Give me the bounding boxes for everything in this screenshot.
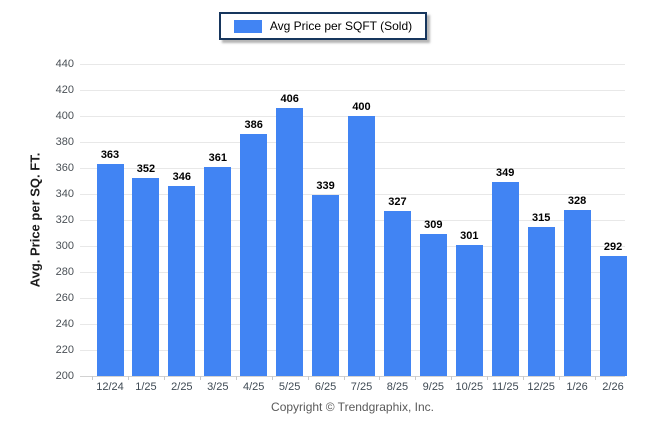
y-tick-label-340: 340 <box>55 188 74 200</box>
bar-value-label-7/25: 400 <box>352 101 371 113</box>
x-axis-tick <box>307 376 309 380</box>
y-tick-label-200: 200 <box>55 370 74 382</box>
bar-3/25[interactable] <box>204 166 232 376</box>
x-axis-tick <box>487 376 489 380</box>
y-tick-label-280: 280 <box>55 266 74 278</box>
x-tick-label-6/25: 6/25 <box>314 381 337 393</box>
x-axis-tick <box>235 376 237 380</box>
y-tick-label-440: 440 <box>55 58 74 70</box>
bar-1/26[interactable] <box>563 209 591 376</box>
bar-12/25[interactable] <box>527 226 555 376</box>
bar-7/25[interactable] <box>348 116 375 376</box>
bar-value-label-10/25: 301 <box>460 229 479 242</box>
gridline-420 <box>80 90 625 91</box>
bar-value-label-1/25: 352 <box>136 163 156 176</box>
legend: Avg Price per SQFT (Sold) <box>0 12 646 40</box>
x-tick-label-4/25: 4/25 <box>243 381 265 393</box>
bar-value-label-2/25: 346 <box>172 171 192 184</box>
x-axis-tick <box>127 376 129 380</box>
x-tick-label-5/25: 5/25 <box>278 381 301 393</box>
x-axis-tick <box>343 376 345 380</box>
gridline-440 <box>80 64 625 65</box>
bar-5/25[interactable] <box>276 108 304 376</box>
legend-item-avg-price-sqft[interactable]: Avg Price per SQFT (Sold) <box>218 12 428 40</box>
bar-value-label-3/25: 361 <box>208 151 227 164</box>
x-tick-label-10/25: 10/25 <box>455 381 484 393</box>
bar-4/25[interactable] <box>240 134 268 376</box>
bar-value-label-6/25: 339 <box>316 180 335 193</box>
x-tick-label-1/25: 1/25 <box>135 381 157 393</box>
y-tick-label-300: 300 <box>55 240 74 252</box>
bar-value-label-12/24: 363 <box>100 149 120 162</box>
y-tick-label-240: 240 <box>55 318 74 330</box>
x-axis-tick <box>271 376 273 380</box>
x-tick-label-1/26: 1/26 <box>566 381 588 393</box>
bar-12/24[interactable] <box>96 164 124 376</box>
bar-11/25[interactable] <box>491 182 519 376</box>
x-axis-tick <box>163 376 165 380</box>
y-tick-label-320: 320 <box>55 214 74 226</box>
y-tick-label-220: 220 <box>55 344 74 356</box>
y-tick-label-360: 360 <box>55 162 74 174</box>
copyright-text: Copyright © Trendgraphix, Inc. <box>271 400 434 414</box>
plot-area: 440 420 400 380 360 340 320 300 280 260 240 220 200 … <box>56 58 627 393</box>
legend-label: Avg Price per SQFT (Sold) <box>269 19 413 33</box>
x-axis-tick <box>451 376 453 380</box>
x-tick-label-2/25: 2/25 <box>171 381 193 393</box>
x-axis-tick <box>379 376 381 380</box>
bar-2/25[interactable] <box>168 186 196 376</box>
x-tick-label-3/25: 3/25 <box>207 381 229 393</box>
bar-value-label-12/25: 315 <box>531 211 551 224</box>
x-axis-tick <box>199 376 201 380</box>
x-axis-tick <box>415 376 417 380</box>
x-tick-label-9/25: 9/25 <box>422 381 445 393</box>
bar-8/25[interactable] <box>383 210 411 376</box>
x-tick-label-11/25: 11/25 <box>491 381 519 393</box>
y-tick-label-420: 420 <box>55 84 74 96</box>
bar-9/25[interactable] <box>419 234 447 376</box>
bar-value-label-2/26: 292 <box>603 241 623 254</box>
x-axis-tick <box>92 376 94 380</box>
bar-value-label-9/25: 309 <box>424 219 443 232</box>
x-axis-tick <box>523 376 525 380</box>
bar-value-label-5/25: 406 <box>280 93 299 106</box>
gridline-200 <box>80 376 625 377</box>
bar-value-label-8/25: 327 <box>388 195 407 208</box>
y-tick-label-260: 260 <box>55 292 74 304</box>
bar-1/25[interactable] <box>132 178 160 376</box>
y-tick-label-400: 400 <box>55 110 74 122</box>
y-tick-label-380: 380 <box>55 136 74 148</box>
bar-value-label-4/25: 386 <box>244 119 263 132</box>
x-tick-label-8/25: 8/25 <box>386 381 409 393</box>
x-tick-label-7/25: 7/25 <box>350 381 373 393</box>
bar-value-label-1/26: 328 <box>567 194 587 207</box>
bar-value-label-11/25: 349 <box>496 167 515 180</box>
bar-6/25[interactable] <box>312 195 340 376</box>
x-tick-label-12/25: 12/25 <box>527 381 555 393</box>
x-axis-tick <box>559 376 561 380</box>
x-tick-label-12/24: 12/24 <box>96 381 124 393</box>
x-axis-tick <box>595 376 597 380</box>
x-tick-label-2/26: 2/26 <box>602 381 624 393</box>
bar-10/25[interactable] <box>455 244 483 376</box>
bar-2/26[interactable] <box>599 256 627 376</box>
legend-swatch-icon <box>233 19 262 33</box>
